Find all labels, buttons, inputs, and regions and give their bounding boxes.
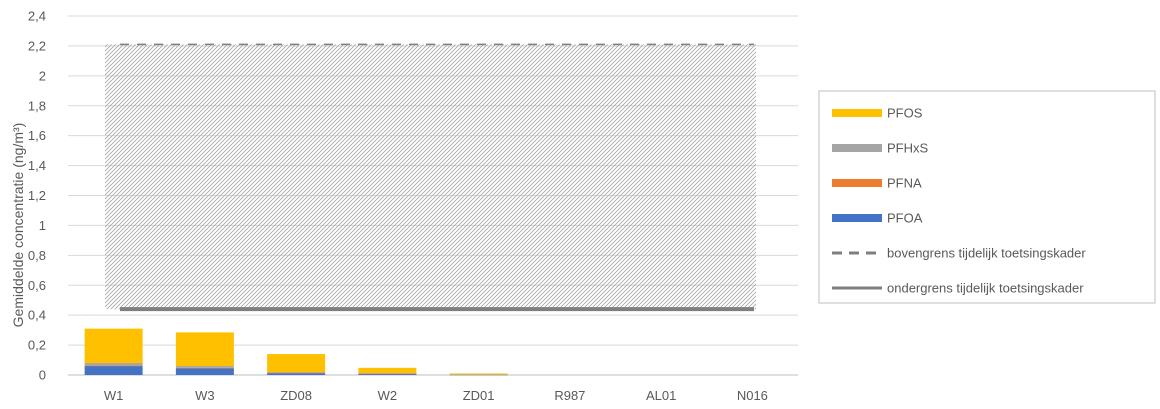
- reference-lines-layer: [120, 43, 754, 312]
- x-tick-label: ZD08: [280, 388, 312, 403]
- x-tick-label: W2: [378, 388, 398, 403]
- legend-items: PFOS PFHxS PFNA PFOA bovengrens tijdelijk to…: [832, 106, 1086, 296]
- y-tick-label: 0: [39, 368, 46, 383]
- bar-pfos-zd08: [267, 354, 326, 373]
- bar-pfna-w1: [84, 365, 143, 367]
- bars-layer: [84, 328, 508, 376]
- bar-pfoa-zd08: [267, 373, 326, 375]
- y-tick-label: 1: [39, 218, 46, 233]
- bar-pfhxs-zd08: [267, 372, 326, 373]
- y-tick-label: 0,4: [28, 308, 46, 323]
- bar-pfna-w3: [175, 367, 234, 369]
- x-tick-label: N016: [737, 388, 768, 403]
- y-tick-label: 2: [39, 68, 46, 83]
- bar-pfhxs-zd01: [449, 374, 508, 376]
- legend-label: ondergrens tijdelijk toetsingskader: [887, 281, 1084, 296]
- bar-pfoa-w2: [358, 373, 417, 375]
- legend-label: PFOA: [887, 211, 923, 226]
- y-axis-ticks: 0 0,2 0,4 0,6 0,8 1 1,2 1,4 1,6 1,8 2 2,2 2,4: [28, 9, 46, 383]
- bar-pfos-zd01: [449, 373, 508, 375]
- x-tick-label: R987: [554, 388, 585, 403]
- y-tick-label: 1,8: [28, 98, 46, 113]
- x-tick-label: ZD01: [463, 388, 495, 403]
- x-axis-ticks: W1 W3 ZD08 W2 ZD01 R987 AL01 N016: [104, 388, 768, 403]
- bar-pfna-w2: [358, 373, 417, 375]
- y-axis-title: Gemiddelde concentratie (ng/m³): [10, 123, 26, 328]
- legend-swatch-pfoa: [832, 214, 882, 222]
- legend-label: PFOS: [887, 106, 923, 121]
- y-tick-label: 1,6: [28, 128, 46, 143]
- y-tick-label: 1,2: [28, 188, 46, 203]
- y-tick-label: 0,8: [28, 248, 46, 263]
- bar-pfoa-w1: [84, 366, 143, 375]
- y-tick-label: 0,6: [28, 278, 46, 293]
- bar-pfoa-w3: [175, 368, 234, 375]
- legend-label: PFNA: [887, 176, 922, 191]
- x-tick-label: W3: [195, 388, 215, 403]
- legend-swatch-pfna: [832, 179, 882, 187]
- bar-pfhxs-w1: [84, 363, 143, 366]
- legend-label: PFHxS: [887, 141, 929, 156]
- legend: PFOS PFHxS PFNA PFOA bovengrens tijdelijk to…: [818, 90, 1156, 304]
- legend-frame: [818, 90, 1156, 304]
- y-tick-label: 2,4: [28, 9, 46, 24]
- legend-swatch-pfos: [832, 109, 882, 117]
- y-tick-label: 0,2: [28, 338, 46, 353]
- bar-pfos-w1: [84, 328, 143, 364]
- x-tick-label: AL01: [646, 388, 676, 403]
- legend-label: bovengrens tijdelijk toetsingskader: [887, 246, 1086, 261]
- y-tick-label: 1,4: [28, 158, 46, 173]
- bar-pfos-w3: [175, 332, 234, 367]
- range-band-layer: [105, 44, 756, 310]
- legend-swatch-pfhxs: [832, 144, 882, 152]
- y-tick-label: 2,2: [28, 38, 46, 53]
- bar-pfna-zd08: [267, 372, 326, 374]
- bar-pfhxs-w2: [358, 373, 417, 374]
- bar-pfos-w2: [358, 367, 417, 374]
- x-tick-label: W1: [104, 388, 124, 403]
- bar-pfhxs-w3: [175, 366, 234, 368]
- toetsingskader-range-band: [105, 44, 756, 310]
